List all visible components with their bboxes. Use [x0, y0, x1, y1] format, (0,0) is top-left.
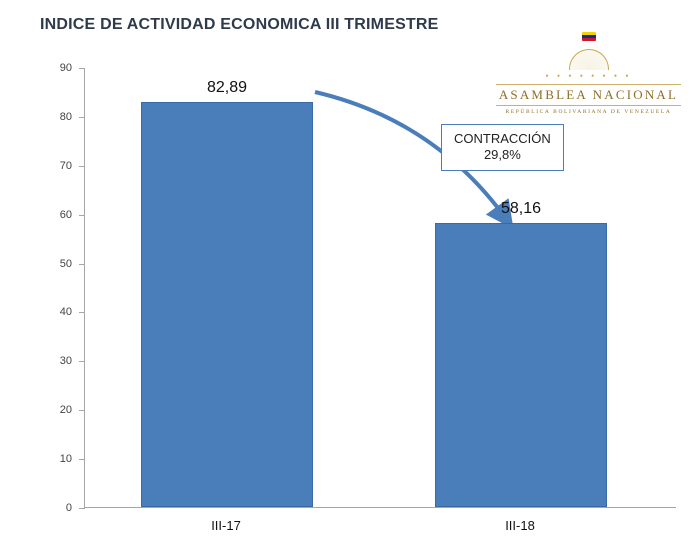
y-axis-label: 80: [60, 111, 72, 123]
x-axis-label: III-18: [460, 518, 580, 533]
y-tick: [79, 215, 85, 216]
y-axis-labels: 0102030405060708090: [40, 68, 78, 508]
y-tick: [79, 312, 85, 313]
y-axis-label: 60: [60, 209, 72, 221]
plot-area: CONTRACCIÓN 29,8% 82,89 58,16: [84, 68, 676, 508]
dome-icon: [569, 48, 609, 70]
bar-value-label: 58,16: [461, 200, 581, 218]
y-axis-label: 40: [60, 306, 72, 318]
x-axis-label: III-17: [166, 518, 286, 533]
y-axis-label: 20: [60, 404, 72, 416]
chart-title: INDICE DE ACTIVIDAD ECONOMICA III TRIMES…: [40, 16, 439, 34]
y-axis-label: 50: [60, 258, 72, 270]
y-tick: [79, 264, 85, 265]
y-tick: [79, 166, 85, 167]
y-tick: [79, 410, 85, 411]
y-tick: [79, 459, 85, 460]
y-axis-label: 70: [60, 160, 72, 172]
bar-chart: 0102030405060708090 CONTRACCIÓN 29,8% 82…: [40, 68, 680, 508]
y-tick: [79, 68, 85, 69]
callout-label: CONTRACCIÓN: [454, 131, 551, 147]
bar-III-17: [141, 102, 313, 507]
y-axis-label: 10: [60, 453, 72, 465]
venezuela-flag-icon: [582, 32, 596, 41]
y-tick: [79, 508, 85, 509]
y-tick: [79, 117, 85, 118]
callout-value: 29,8%: [454, 147, 551, 163]
y-axis-label: 90: [60, 62, 72, 74]
y-tick: [79, 361, 85, 362]
y-axis-label: 0: [66, 502, 72, 514]
contraction-callout: CONTRACCIÓN 29,8%: [441, 124, 564, 171]
bar-value-label: 82,89: [167, 79, 287, 97]
bar-III-18: [435, 223, 607, 507]
y-axis-label: 30: [60, 355, 72, 367]
